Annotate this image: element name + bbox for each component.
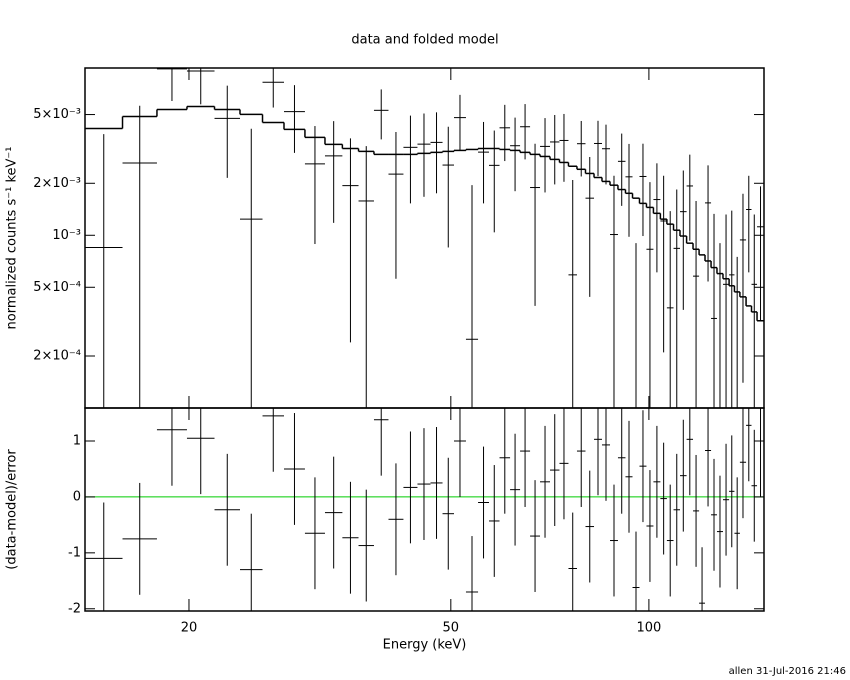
y-axis-label: (data-model)/error [5,449,20,570]
y-tick-label: 5×10⁻⁴ [33,280,81,295]
y-tick-label: 0 [73,489,81,504]
y-tick-label: 2×10⁻³ [33,176,81,191]
x-axis-label: Energy (keV) [383,638,467,653]
y-axis-label: normalized counts s⁻¹ keV⁻¹ [5,147,20,330]
y-tick-label: -1 [68,545,81,560]
footer: allen 31-Jul-2016 21:46 [729,666,846,677]
x-tick-label: 100 [636,621,661,636]
axes-frame [84,407,765,612]
y-tick-label: 1 [73,433,81,448]
y-tick-label: -2 [68,601,81,616]
y-tick-label: 2×10⁻⁴ [33,349,81,364]
y-tick-label: 5×10⁻³ [33,107,81,122]
plot-area [85,408,764,611]
plot-area [85,68,764,408]
x-tick-label: 50 [443,621,460,636]
chart-title: data and folded model [351,33,498,48]
y-tick-label: 10⁻³ [52,228,81,243]
x-tick-label: 20 [181,621,198,636]
